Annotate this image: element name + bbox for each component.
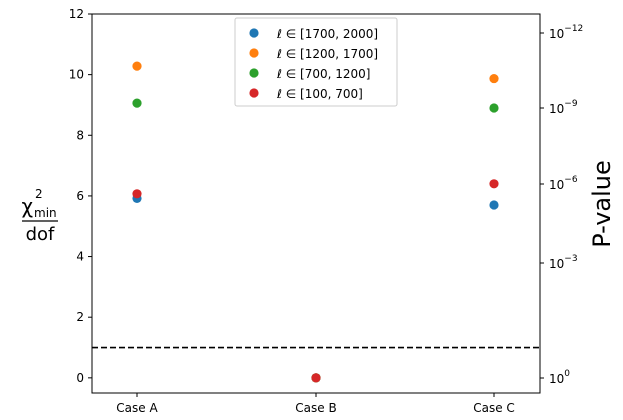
y2-tick-exponent: −3	[564, 254, 577, 264]
data-point	[132, 189, 142, 199]
x-tick-label: Case C	[473, 401, 515, 415]
y2-tick-label: 10−9	[549, 99, 578, 116]
axes-layer: 0 2 4 6 8 10 12 Case A Case B Case C	[69, 7, 541, 415]
y2-tick-label: 10−12	[549, 24, 583, 41]
y-axis-label-denominator: dof	[26, 224, 55, 245]
x-tick-label: Case A	[116, 401, 158, 415]
y-axis-label-superscript: 2	[35, 187, 43, 201]
data-point	[489, 73, 499, 84]
legend-label: ℓ ∈ [1700, 2000]	[276, 27, 378, 41]
data-point	[132, 98, 142, 108]
legend-label: ℓ ∈ [100, 700]	[276, 87, 363, 101]
data-point	[132, 61, 142, 71]
legend-marker	[249, 48, 259, 58]
y-tick-label: 8	[76, 128, 84, 142]
y-tick-label: 10	[69, 68, 84, 82]
y2-ticks-layer: 10−12 10−9 10−6 10−3 100	[540, 24, 583, 386]
y-axis-label-subscript: min	[34, 206, 57, 220]
y2-tick-exponent: 0	[564, 369, 570, 379]
y2-tick-exponent: −9	[564, 99, 578, 109]
y2-tick-exponent: −12	[564, 24, 583, 34]
y-tick-label: 0	[76, 371, 84, 385]
data-point	[489, 179, 499, 189]
y-axis-label-symbol: χ	[21, 194, 33, 218]
legend: ℓ ∈ [1700, 2000] ℓ ∈ [1200, 1700] ℓ ∈ [700…	[234, 17, 398, 107]
legend-label: ℓ ∈ [700, 1200]	[276, 67, 370, 81]
y-tick-label: 12	[69, 7, 84, 21]
y-tick-label: 6	[76, 189, 84, 203]
y2-tick-label: 10−6	[549, 175, 578, 192]
legend-frame	[234, 17, 398, 107]
legend-marker	[249, 28, 259, 38]
data-point	[489, 200, 499, 210]
y2-axis-label: P-value	[588, 160, 616, 248]
y-axis-label: χ 2 min dof	[21, 187, 58, 245]
data-point	[489, 103, 499, 113]
y2-tick-exponent: −6	[564, 175, 578, 185]
points-layer	[132, 61, 499, 383]
legend-marker	[249, 68, 259, 78]
y2-tick-label: 100	[549, 369, 570, 386]
y2-tick-label: 10−3	[549, 254, 578, 271]
y-tick-label: 2	[76, 310, 84, 324]
data-point	[311, 373, 321, 383]
legend-label: ℓ ∈ [1200, 1700]	[276, 47, 378, 61]
x-tick-label: Case B	[295, 401, 336, 415]
legend-marker	[249, 88, 259, 98]
y-tick-label: 4	[76, 250, 84, 264]
